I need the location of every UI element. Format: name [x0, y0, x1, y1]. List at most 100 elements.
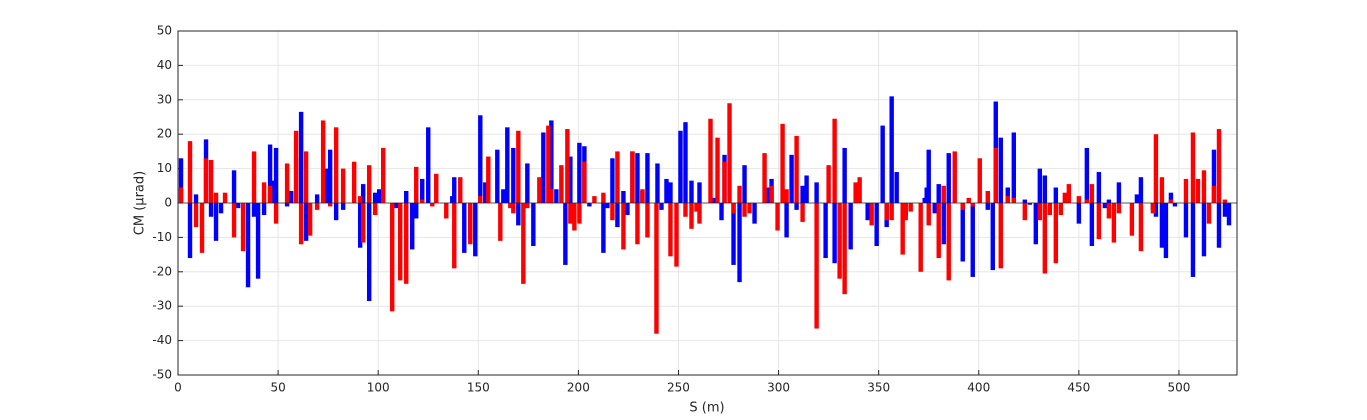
bar [900, 203, 905, 255]
bar [1168, 192, 1174, 203]
bar [394, 203, 399, 209]
bar [722, 161, 727, 203]
bar [853, 182, 858, 203]
bar [1129, 203, 1135, 236]
bar [298, 203, 304, 245]
bar [473, 203, 478, 257]
bar [610, 158, 615, 203]
bar [966, 197, 971, 203]
bar [697, 182, 702, 203]
x-axis-label: S (m) [689, 401, 724, 416]
bar [936, 203, 941, 259]
bar [434, 173, 439, 203]
bar [420, 178, 425, 203]
bar [420, 199, 425, 203]
bar [333, 127, 339, 203]
bar [505, 127, 510, 203]
bar [894, 172, 899, 203]
x-tick-label: 350 [867, 381, 890, 395]
bar [615, 151, 620, 203]
bar [468, 203, 473, 245]
bar [261, 203, 267, 216]
bar [251, 203, 257, 217]
bar [1037, 203, 1043, 221]
bar [1163, 203, 1169, 259]
bar [993, 147, 998, 203]
bar [621, 203, 626, 250]
bar [1062, 192, 1068, 203]
bar [731, 203, 736, 265]
bar [1183, 203, 1189, 238]
bar [766, 187, 771, 203]
bar [800, 185, 805, 203]
bar [452, 203, 457, 269]
bar [775, 203, 780, 231]
bar [357, 196, 363, 203]
bar [478, 196, 483, 203]
bar [1201, 203, 1207, 257]
bar [941, 185, 946, 203]
bar [1106, 199, 1112, 203]
bar [731, 203, 736, 214]
bar [572, 203, 577, 231]
bar [1206, 203, 1212, 224]
bar [936, 184, 941, 203]
bar [549, 120, 554, 203]
bar [340, 203, 346, 210]
y-tick-label: 50 [157, 24, 172, 38]
bar [889, 203, 894, 221]
bar [794, 203, 799, 210]
bar [712, 197, 717, 203]
bar [231, 203, 237, 238]
bar [452, 177, 457, 203]
bar [1037, 168, 1043, 203]
bar [1005, 187, 1010, 203]
bar [737, 185, 742, 203]
bar [199, 203, 205, 253]
bar [832, 118, 837, 203]
bar [1190, 132, 1196, 203]
bar [832, 203, 837, 264]
bar [178, 187, 184, 203]
bar [769, 185, 774, 203]
bar [213, 203, 219, 241]
bar [960, 203, 965, 262]
bar [800, 203, 805, 222]
bar [1211, 149, 1217, 203]
bar [1102, 203, 1108, 209]
bar [708, 118, 713, 203]
bar [511, 203, 516, 214]
bar [960, 203, 965, 210]
x-tick-label: 450 [1067, 381, 1090, 395]
bar [985, 203, 990, 210]
bar [1111, 203, 1117, 243]
bar [414, 203, 419, 219]
bar [193, 203, 199, 228]
bar [293, 130, 299, 203]
bar [501, 189, 506, 203]
bar [288, 190, 294, 203]
bar [601, 192, 606, 203]
bar [605, 203, 610, 209]
bar [1116, 182, 1122, 203]
bar [625, 203, 630, 216]
bar [559, 165, 564, 203]
bar [284, 163, 290, 203]
bar [1172, 203, 1178, 207]
x-tick-label: 0 [174, 381, 182, 395]
bar [874, 203, 879, 246]
bar [926, 149, 931, 203]
bar [462, 203, 467, 253]
bar [307, 203, 313, 236]
bar [1066, 184, 1072, 203]
plot-frame [177, 30, 1238, 376]
bar [814, 203, 819, 329]
bar [1042, 175, 1048, 203]
bar [952, 151, 957, 203]
bar [1005, 196, 1010, 203]
bar [689, 203, 694, 229]
bar [903, 203, 908, 221]
bar [742, 165, 747, 203]
bar [270, 180, 276, 203]
